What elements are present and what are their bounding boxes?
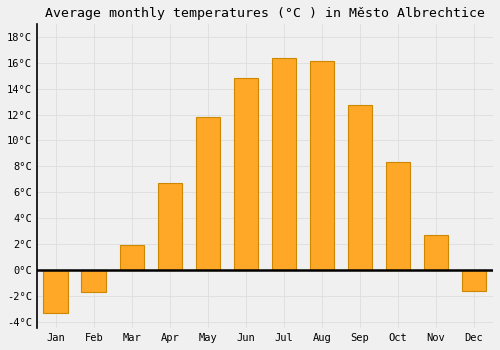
Bar (310, 62, 334, 270)
Bar (120, 245, 144, 270)
Bar (234, 78, 258, 270)
Title: Average monthly temperatures (°C ) in Město Albrechtice: Average monthly temperatures (°C ) in Mě… (45, 7, 485, 20)
Bar (158, 183, 182, 270)
Bar (272, 57, 296, 270)
Bar (462, 270, 486, 290)
Bar (44, 270, 68, 313)
Bar (386, 162, 410, 270)
Bar (348, 105, 372, 270)
Bar (196, 117, 220, 270)
Bar (82, 270, 106, 292)
Bar (424, 235, 448, 270)
